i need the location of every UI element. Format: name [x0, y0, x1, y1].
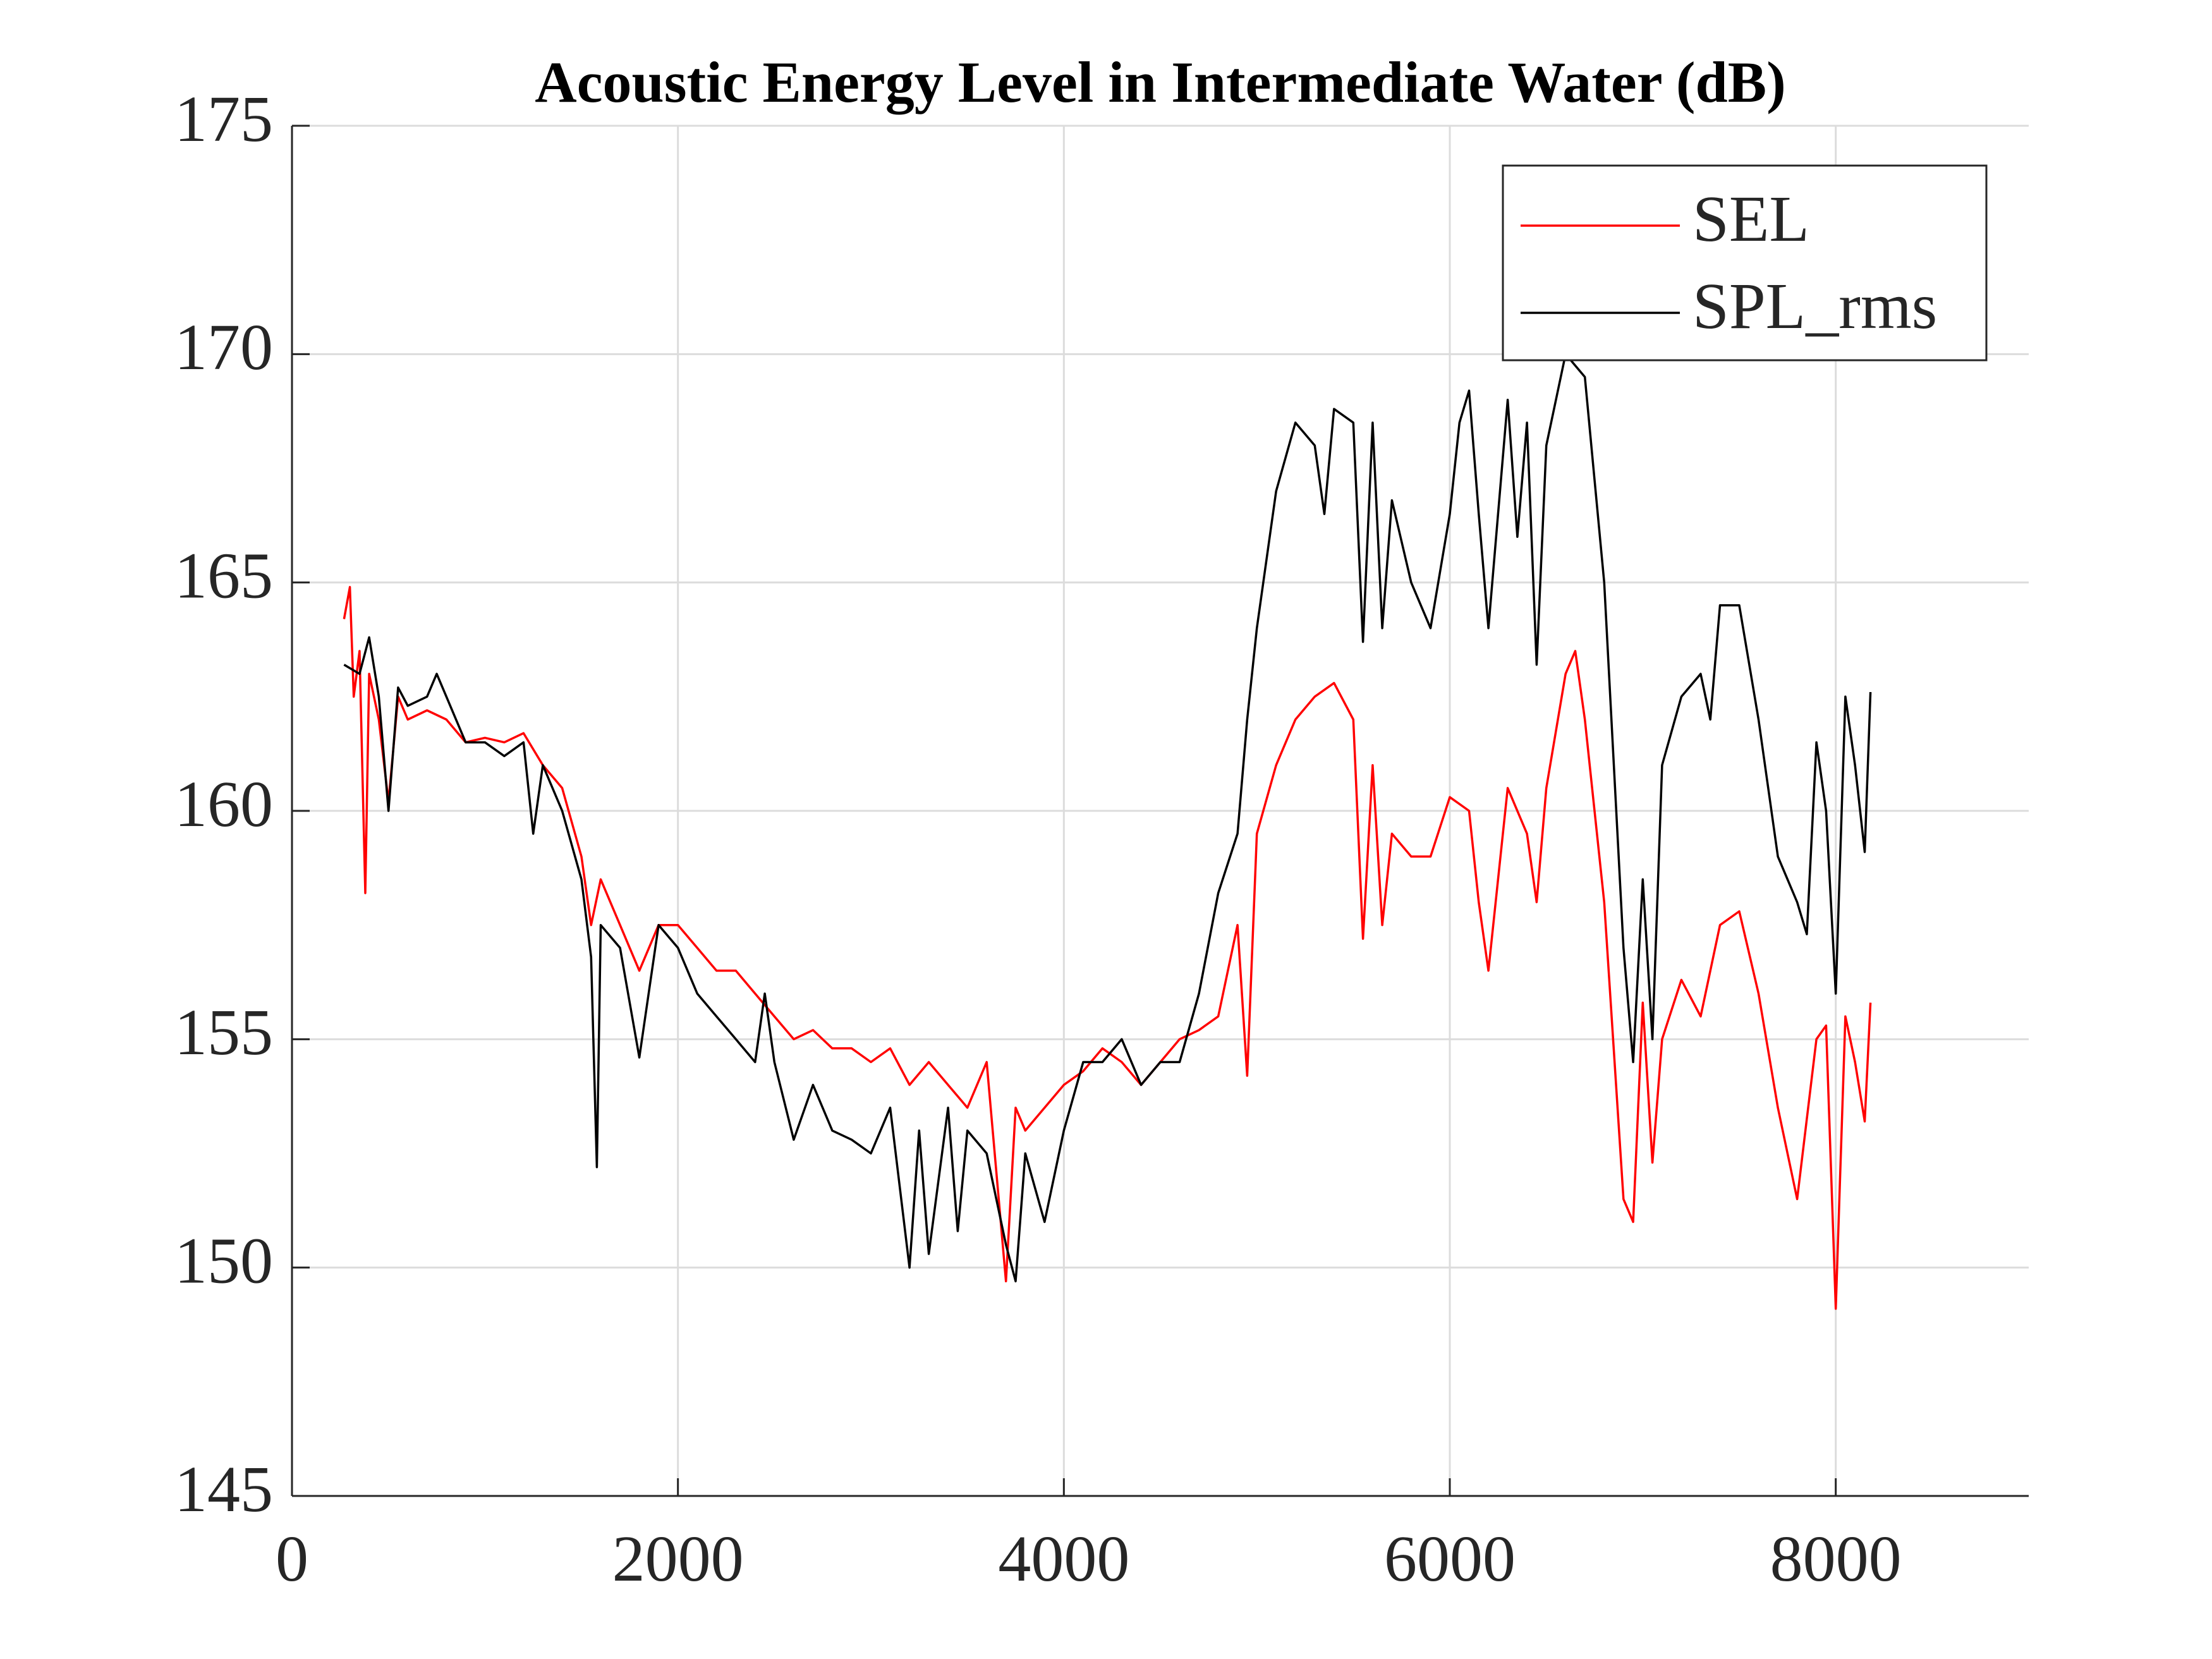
y-tick-label: 150 — [174, 1225, 273, 1297]
x-tick-label: 2000 — [612, 1522, 744, 1595]
legend-box — [1502, 164, 1988, 362]
y-tick-label: 175 — [174, 83, 273, 155]
data-line — [343, 353, 1872, 1283]
y-tick-label: 160 — [174, 768, 273, 841]
y-tick-label: 145 — [174, 1453, 273, 1526]
x-tick-label: 0 — [276, 1522, 308, 1595]
y-tick-label: 165 — [174, 540, 273, 612]
legend-label: SPL_rms — [1692, 270, 1937, 343]
y-tick-label: 170 — [174, 311, 273, 384]
legend-label: SEL — [1692, 183, 1809, 255]
data-line — [343, 586, 1872, 1310]
x-tick-label: 8000 — [1770, 1522, 1902, 1595]
x-tick-label: 6000 — [1384, 1522, 1516, 1595]
y-tick-label: 155 — [174, 996, 273, 1069]
chart-title: Acoustic Energy Level in Intermediate Wa… — [535, 50, 1785, 114]
x-tick-label: 4000 — [998, 1522, 1129, 1595]
